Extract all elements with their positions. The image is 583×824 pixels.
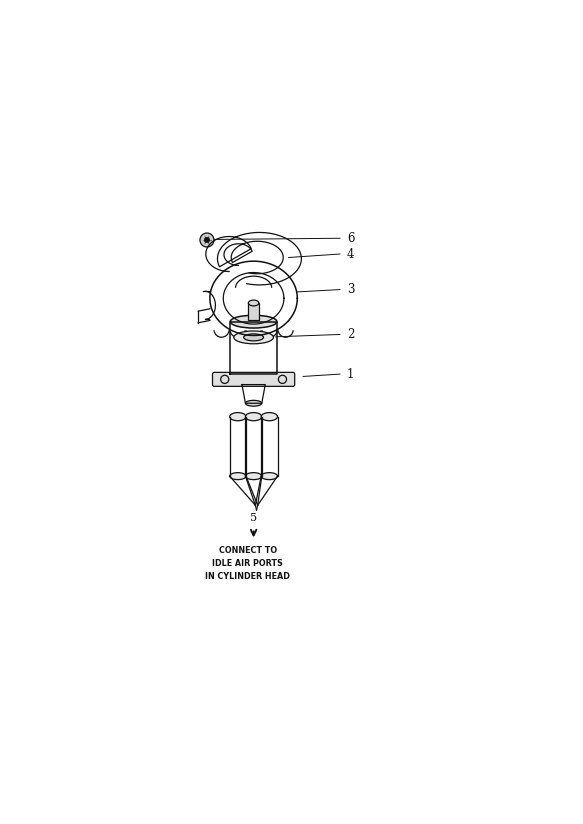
- Ellipse shape: [234, 331, 273, 344]
- Circle shape: [204, 237, 210, 243]
- Text: 6: 6: [347, 232, 354, 245]
- Ellipse shape: [248, 300, 259, 306]
- Ellipse shape: [245, 413, 262, 421]
- Text: 1: 1: [347, 368, 354, 381]
- FancyBboxPatch shape: [212, 372, 295, 386]
- Text: 5: 5: [250, 513, 257, 523]
- Text: 2: 2: [347, 328, 354, 341]
- Ellipse shape: [245, 400, 262, 406]
- Bar: [248, 303, 259, 321]
- Ellipse shape: [244, 334, 264, 341]
- Ellipse shape: [230, 413, 246, 421]
- Circle shape: [200, 233, 214, 247]
- Ellipse shape: [230, 316, 277, 328]
- Text: 3: 3: [347, 283, 354, 296]
- Ellipse shape: [245, 473, 262, 480]
- Ellipse shape: [261, 473, 278, 480]
- Text: 4: 4: [347, 247, 354, 260]
- Ellipse shape: [230, 473, 246, 480]
- Text: CONNECT TO
IDLE AIR PORTS
IN CYLINDER HEAD: CONNECT TO IDLE AIR PORTS IN CYLINDER HE…: [205, 546, 290, 581]
- Ellipse shape: [261, 413, 278, 421]
